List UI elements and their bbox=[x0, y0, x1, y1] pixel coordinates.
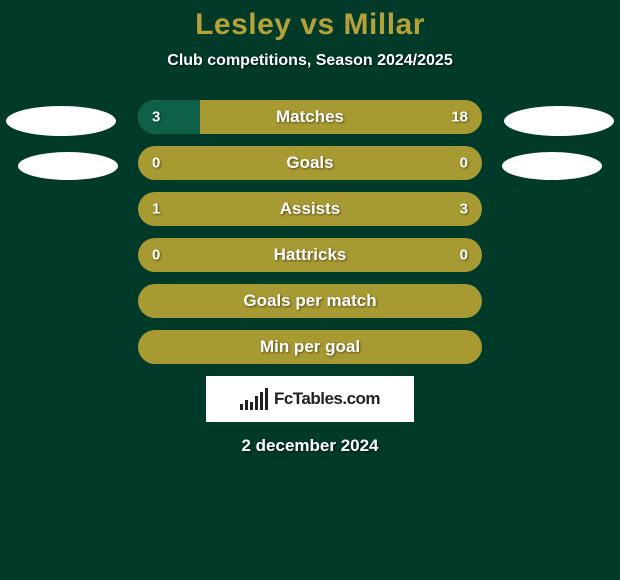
logo-box: FcTables.com bbox=[206, 376, 414, 422]
player1-avatar bbox=[6, 106, 116, 136]
stat-label: Goals per match bbox=[243, 291, 376, 311]
stat-bar: 1 3 Assists bbox=[138, 192, 482, 226]
vs-text: vs bbox=[300, 8, 334, 41]
stats-area: 3 18 Matches 0 0 Goals 1 3 Assists 0 0 Hattricks Goa… bbox=[0, 100, 620, 364]
comparison-card: Lesley vs Millar Club competitions, Seas… bbox=[0, 0, 620, 580]
stat-label: Goals bbox=[286, 153, 333, 173]
player2-name: Millar bbox=[344, 8, 425, 41]
stat-bar: 0 0 Hattricks bbox=[138, 238, 482, 272]
stat-label: Min per goal bbox=[260, 337, 360, 357]
stat-bars: 3 18 Matches 0 0 Goals 1 3 Assists 0 0 Hattricks Goa… bbox=[138, 100, 482, 364]
stat-value-right: 18 bbox=[451, 109, 468, 126]
stat-bar: Min per goal bbox=[138, 330, 482, 364]
logo-bar bbox=[250, 402, 253, 410]
stat-value-left: 0 bbox=[152, 155, 160, 172]
logo-bar bbox=[260, 392, 263, 410]
stat-bar: Goals per match bbox=[138, 284, 482, 318]
stat-value-right: 3 bbox=[460, 201, 468, 218]
stat-value-left: 1 bbox=[152, 201, 160, 218]
logo-chart-icon bbox=[240, 388, 268, 410]
date-text: 2 december 2024 bbox=[0, 436, 620, 456]
logo-bar bbox=[255, 396, 258, 410]
logo-text: FcTables.com bbox=[274, 389, 380, 409]
logo-bar bbox=[240, 404, 243, 410]
stat-value-left: 3 bbox=[152, 109, 160, 126]
player1-name: Lesley bbox=[195, 8, 291, 41]
stat-label: Hattricks bbox=[274, 245, 347, 265]
stat-label: Matches bbox=[276, 107, 344, 127]
player2-avatar bbox=[504, 106, 614, 136]
page-title: Lesley vs Millar bbox=[0, 0, 620, 42]
logo-bar bbox=[265, 388, 268, 410]
stat-label: Assists bbox=[280, 199, 340, 219]
player2-avatar-shadow bbox=[502, 152, 602, 180]
stat-bar: 3 18 Matches bbox=[138, 100, 482, 134]
subtitle: Club competitions, Season 2024/2025 bbox=[0, 52, 620, 70]
logo-bar bbox=[245, 400, 248, 410]
player1-avatar-shadow bbox=[18, 152, 118, 180]
stat-value-right: 0 bbox=[460, 247, 468, 264]
stat-value-left: 0 bbox=[152, 247, 160, 264]
stat-bar-fill-left bbox=[138, 100, 200, 134]
stat-bar: 0 0 Goals bbox=[138, 146, 482, 180]
stat-value-right: 0 bbox=[460, 155, 468, 172]
